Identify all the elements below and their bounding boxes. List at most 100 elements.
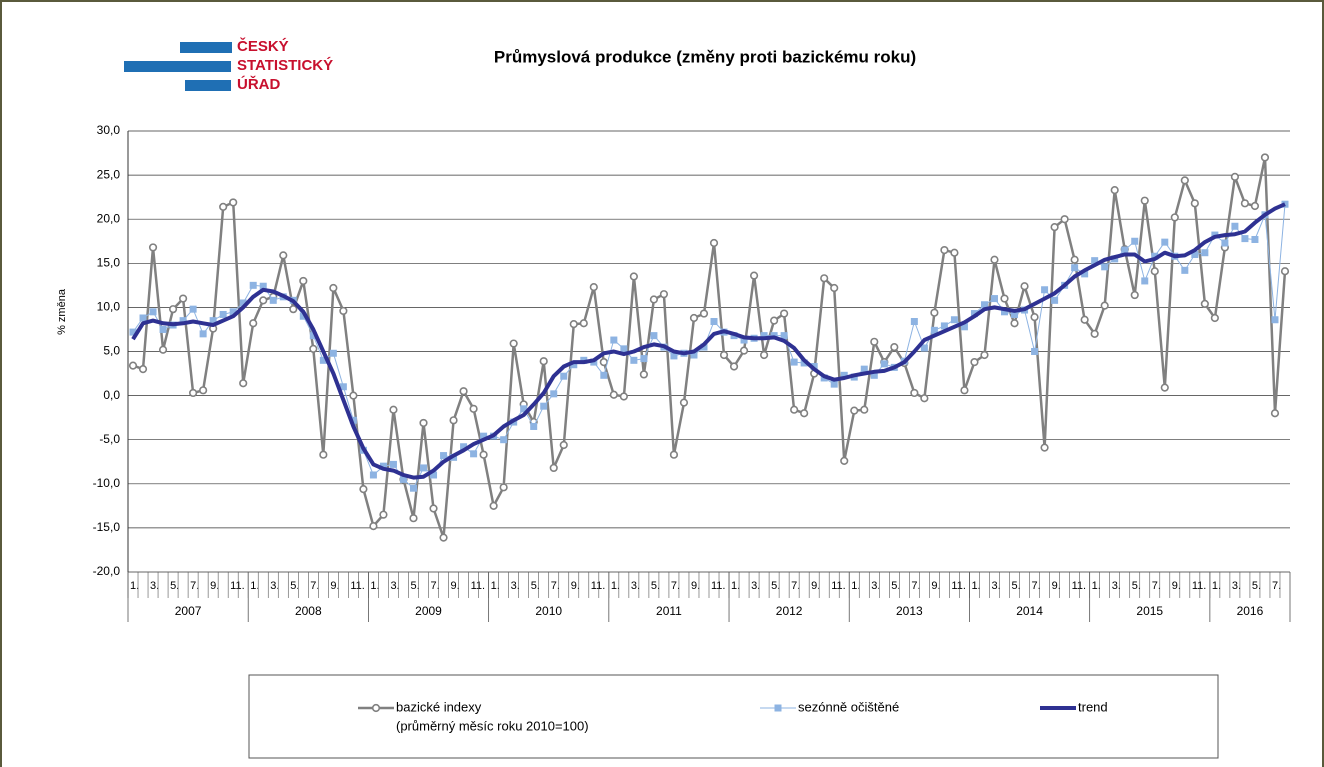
point <box>910 388 919 398</box>
point <box>570 361 578 369</box>
x-tick-label: 3. <box>390 580 399 592</box>
point <box>179 317 187 325</box>
point <box>1051 296 1059 304</box>
x-tick-label: 9. <box>1172 580 1181 592</box>
point <box>629 272 638 281</box>
year-label: 2016 <box>1237 604 1264 618</box>
chart-title: Průmyslová produkce (změny proti bazické… <box>494 47 916 66</box>
point <box>259 282 267 290</box>
point <box>369 471 377 479</box>
x-tick-label: 3. <box>150 580 159 592</box>
point <box>699 309 709 318</box>
point <box>460 443 468 451</box>
point <box>138 365 148 374</box>
point <box>950 248 959 257</box>
point <box>1001 308 1009 316</box>
point <box>780 332 788 340</box>
point <box>1181 266 1189 274</box>
point <box>239 299 247 307</box>
year-label: 2007 <box>175 604 202 618</box>
point <box>990 255 999 264</box>
point <box>329 349 337 357</box>
x-tick-label: 1. <box>250 580 259 592</box>
point <box>860 405 869 414</box>
point <box>910 318 918 326</box>
point <box>920 344 928 352</box>
y-tick-label: 0,0 <box>103 388 120 402</box>
x-tick-label: 1. <box>491 580 500 592</box>
point <box>499 483 508 492</box>
point <box>719 350 729 360</box>
legend-swatch <box>371 703 381 713</box>
point <box>800 409 809 418</box>
x-tick-label: 5. <box>290 580 299 592</box>
point <box>940 245 949 255</box>
y-tick-label: 30,0 <box>97 123 121 137</box>
point <box>610 336 618 344</box>
y-tick-label: 10,0 <box>97 300 121 314</box>
x-tick-label: 3. <box>871 580 880 592</box>
year-label: 2010 <box>535 604 562 618</box>
series-line <box>131 202 1286 480</box>
point <box>559 440 568 450</box>
point <box>1260 153 1270 162</box>
point <box>249 281 257 289</box>
point <box>209 317 217 325</box>
point <box>1020 282 1029 291</box>
point <box>980 350 989 360</box>
x-tick-label: 5. <box>170 580 179 592</box>
x-tick-label: 1. <box>1092 580 1101 592</box>
point <box>409 484 417 492</box>
point <box>640 355 648 363</box>
point <box>589 283 598 292</box>
point <box>319 450 328 459</box>
x-tick-label: 1. <box>971 580 980 592</box>
point <box>329 283 338 293</box>
point <box>1180 176 1189 185</box>
point <box>189 305 197 313</box>
point <box>249 319 258 328</box>
point <box>840 371 848 379</box>
logo-text: STATISTICKÝ <box>237 56 333 74</box>
point <box>980 301 988 309</box>
point <box>359 484 368 494</box>
x-tick-label: 5. <box>1132 580 1141 592</box>
point <box>689 313 699 323</box>
point <box>530 422 538 430</box>
year-label: 2011 <box>656 604 682 618</box>
point <box>830 380 838 388</box>
logo-bar <box>185 80 231 91</box>
point <box>389 460 397 468</box>
x-tick-label: 3. <box>631 580 640 592</box>
point <box>679 398 689 407</box>
point <box>1210 313 1219 323</box>
point <box>1101 263 1109 271</box>
point <box>740 336 748 344</box>
point <box>480 432 488 440</box>
x-tick-label: 11. <box>350 580 364 592</box>
point <box>830 283 839 293</box>
point <box>670 352 678 360</box>
point <box>1000 294 1009 303</box>
point <box>1140 196 1149 205</box>
point <box>600 371 608 379</box>
x-tick-label: 3. <box>1232 580 1241 592</box>
legend-label: trend <box>1078 699 1108 714</box>
point <box>229 198 238 207</box>
point <box>920 394 929 403</box>
point <box>509 339 518 348</box>
x-tick-label: 3. <box>751 580 760 592</box>
x-tick-label: 9. <box>1052 580 1061 592</box>
x-tick-label: 11. <box>951 580 965 592</box>
point <box>199 330 207 338</box>
year-label: 2013 <box>896 604 923 618</box>
point <box>269 296 277 304</box>
point <box>709 238 719 248</box>
point <box>129 328 137 336</box>
point <box>930 308 939 317</box>
point <box>1031 348 1039 355</box>
x-tick-label: 3. <box>991 580 1000 592</box>
point <box>620 345 628 353</box>
x-tick-label: 9. <box>811 580 820 592</box>
x-tick-label: 7. <box>791 580 800 592</box>
